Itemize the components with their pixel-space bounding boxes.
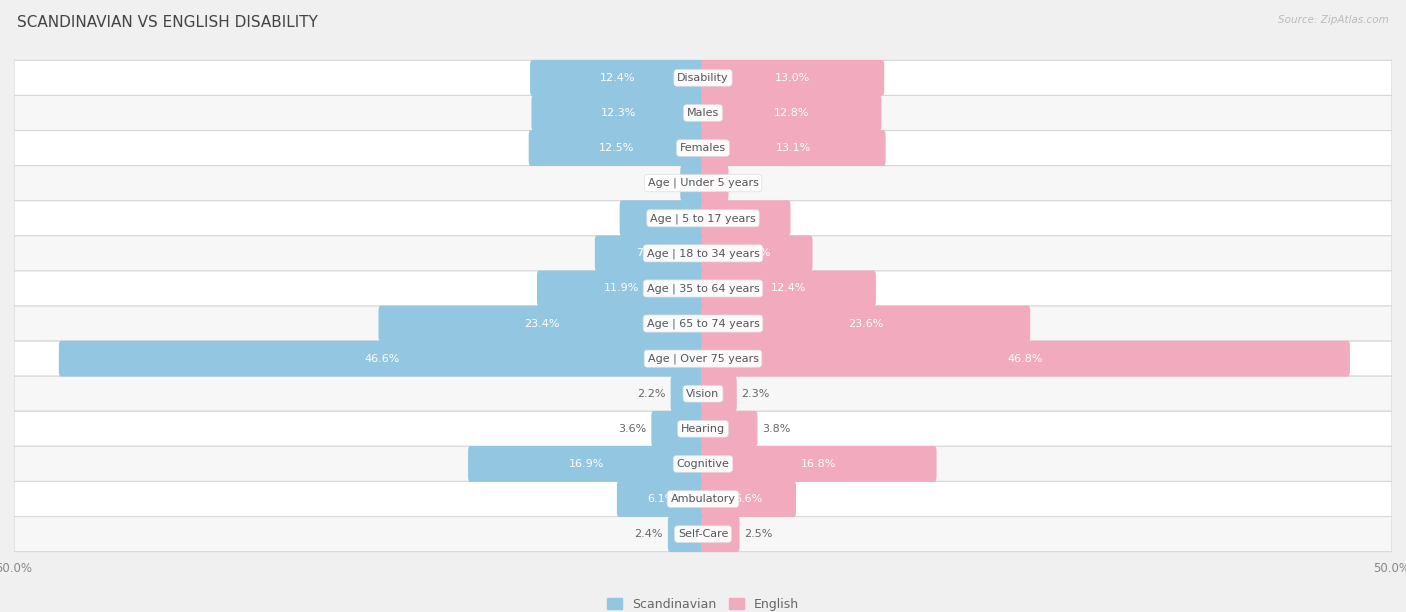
FancyBboxPatch shape — [702, 341, 1350, 376]
Text: Age | 65 to 74 years: Age | 65 to 74 years — [647, 318, 759, 329]
FancyBboxPatch shape — [14, 271, 1392, 306]
Text: SCANDINAVIAN VS ENGLISH DISABILITY: SCANDINAVIAN VS ENGLISH DISABILITY — [17, 15, 318, 31]
FancyBboxPatch shape — [14, 61, 1392, 95]
Text: Ambulatory: Ambulatory — [671, 494, 735, 504]
Text: 2.2%: 2.2% — [637, 389, 666, 399]
FancyBboxPatch shape — [702, 305, 1031, 341]
FancyBboxPatch shape — [702, 411, 758, 447]
FancyBboxPatch shape — [14, 517, 1392, 551]
Legend: Scandinavian, English: Scandinavian, English — [602, 593, 804, 612]
Text: 16.9%: 16.9% — [569, 459, 605, 469]
Text: 46.8%: 46.8% — [1008, 354, 1043, 364]
Text: 1.5%: 1.5% — [647, 178, 675, 188]
Text: 16.8%: 16.8% — [801, 459, 837, 469]
Text: 13.1%: 13.1% — [776, 143, 811, 153]
FancyBboxPatch shape — [14, 306, 1392, 341]
Text: 5.9%: 5.9% — [648, 213, 676, 223]
FancyBboxPatch shape — [671, 376, 704, 412]
FancyBboxPatch shape — [59, 341, 704, 376]
FancyBboxPatch shape — [14, 201, 1392, 236]
Text: Source: ZipAtlas.com: Source: ZipAtlas.com — [1278, 15, 1389, 25]
Text: Age | 5 to 17 years: Age | 5 to 17 years — [650, 213, 756, 223]
Text: 7.7%: 7.7% — [636, 248, 664, 258]
Text: 23.6%: 23.6% — [848, 319, 883, 329]
Text: 1.7%: 1.7% — [734, 178, 762, 188]
Text: Cognitive: Cognitive — [676, 459, 730, 469]
Text: 12.8%: 12.8% — [773, 108, 808, 118]
Text: Self-Care: Self-Care — [678, 529, 728, 539]
Text: Age | 35 to 64 years: Age | 35 to 64 years — [647, 283, 759, 294]
FancyBboxPatch shape — [702, 165, 728, 201]
Text: 12.4%: 12.4% — [600, 73, 636, 83]
FancyBboxPatch shape — [702, 376, 737, 412]
FancyBboxPatch shape — [702, 271, 876, 307]
Text: 2.3%: 2.3% — [741, 389, 770, 399]
FancyBboxPatch shape — [378, 305, 704, 341]
FancyBboxPatch shape — [702, 130, 886, 166]
FancyBboxPatch shape — [14, 411, 1392, 446]
FancyBboxPatch shape — [14, 95, 1392, 130]
Text: 23.4%: 23.4% — [524, 319, 560, 329]
Text: 2.4%: 2.4% — [634, 529, 664, 539]
FancyBboxPatch shape — [681, 165, 704, 201]
FancyBboxPatch shape — [617, 481, 704, 517]
Text: 2.5%: 2.5% — [744, 529, 773, 539]
FancyBboxPatch shape — [537, 271, 704, 307]
Text: Vision: Vision — [686, 389, 720, 399]
FancyBboxPatch shape — [702, 516, 740, 552]
FancyBboxPatch shape — [702, 481, 796, 517]
FancyBboxPatch shape — [530, 60, 704, 96]
FancyBboxPatch shape — [14, 482, 1392, 517]
FancyBboxPatch shape — [702, 60, 884, 96]
Text: Age | Over 75 years: Age | Over 75 years — [648, 353, 758, 364]
FancyBboxPatch shape — [531, 95, 704, 131]
FancyBboxPatch shape — [14, 341, 1392, 376]
Text: Age | Under 5 years: Age | Under 5 years — [648, 178, 758, 188]
FancyBboxPatch shape — [14, 130, 1392, 166]
FancyBboxPatch shape — [702, 236, 813, 271]
FancyBboxPatch shape — [595, 236, 704, 271]
Text: 6.6%: 6.6% — [734, 494, 762, 504]
Text: 6.1%: 6.1% — [647, 494, 675, 504]
FancyBboxPatch shape — [668, 516, 704, 552]
FancyBboxPatch shape — [14, 446, 1392, 482]
FancyBboxPatch shape — [702, 446, 936, 482]
FancyBboxPatch shape — [468, 446, 704, 482]
Text: Disability: Disability — [678, 73, 728, 83]
Text: Males: Males — [688, 108, 718, 118]
Text: 12.5%: 12.5% — [599, 143, 634, 153]
Text: 13.0%: 13.0% — [775, 73, 810, 83]
Text: 3.8%: 3.8% — [762, 424, 790, 434]
FancyBboxPatch shape — [620, 200, 704, 236]
Text: 3.6%: 3.6% — [619, 424, 647, 434]
Text: 6.2%: 6.2% — [731, 213, 759, 223]
Text: Females: Females — [681, 143, 725, 153]
FancyBboxPatch shape — [702, 95, 882, 131]
FancyBboxPatch shape — [14, 376, 1392, 411]
Text: 11.9%: 11.9% — [603, 283, 638, 293]
Text: 46.6%: 46.6% — [364, 354, 399, 364]
Text: Hearing: Hearing — [681, 424, 725, 434]
FancyBboxPatch shape — [14, 236, 1392, 271]
FancyBboxPatch shape — [651, 411, 704, 447]
FancyBboxPatch shape — [14, 166, 1392, 201]
Text: 12.4%: 12.4% — [770, 283, 806, 293]
Text: 12.3%: 12.3% — [600, 108, 636, 118]
FancyBboxPatch shape — [529, 130, 704, 166]
FancyBboxPatch shape — [702, 200, 790, 236]
Text: 7.8%: 7.8% — [742, 248, 770, 258]
Text: Age | 18 to 34 years: Age | 18 to 34 years — [647, 248, 759, 259]
